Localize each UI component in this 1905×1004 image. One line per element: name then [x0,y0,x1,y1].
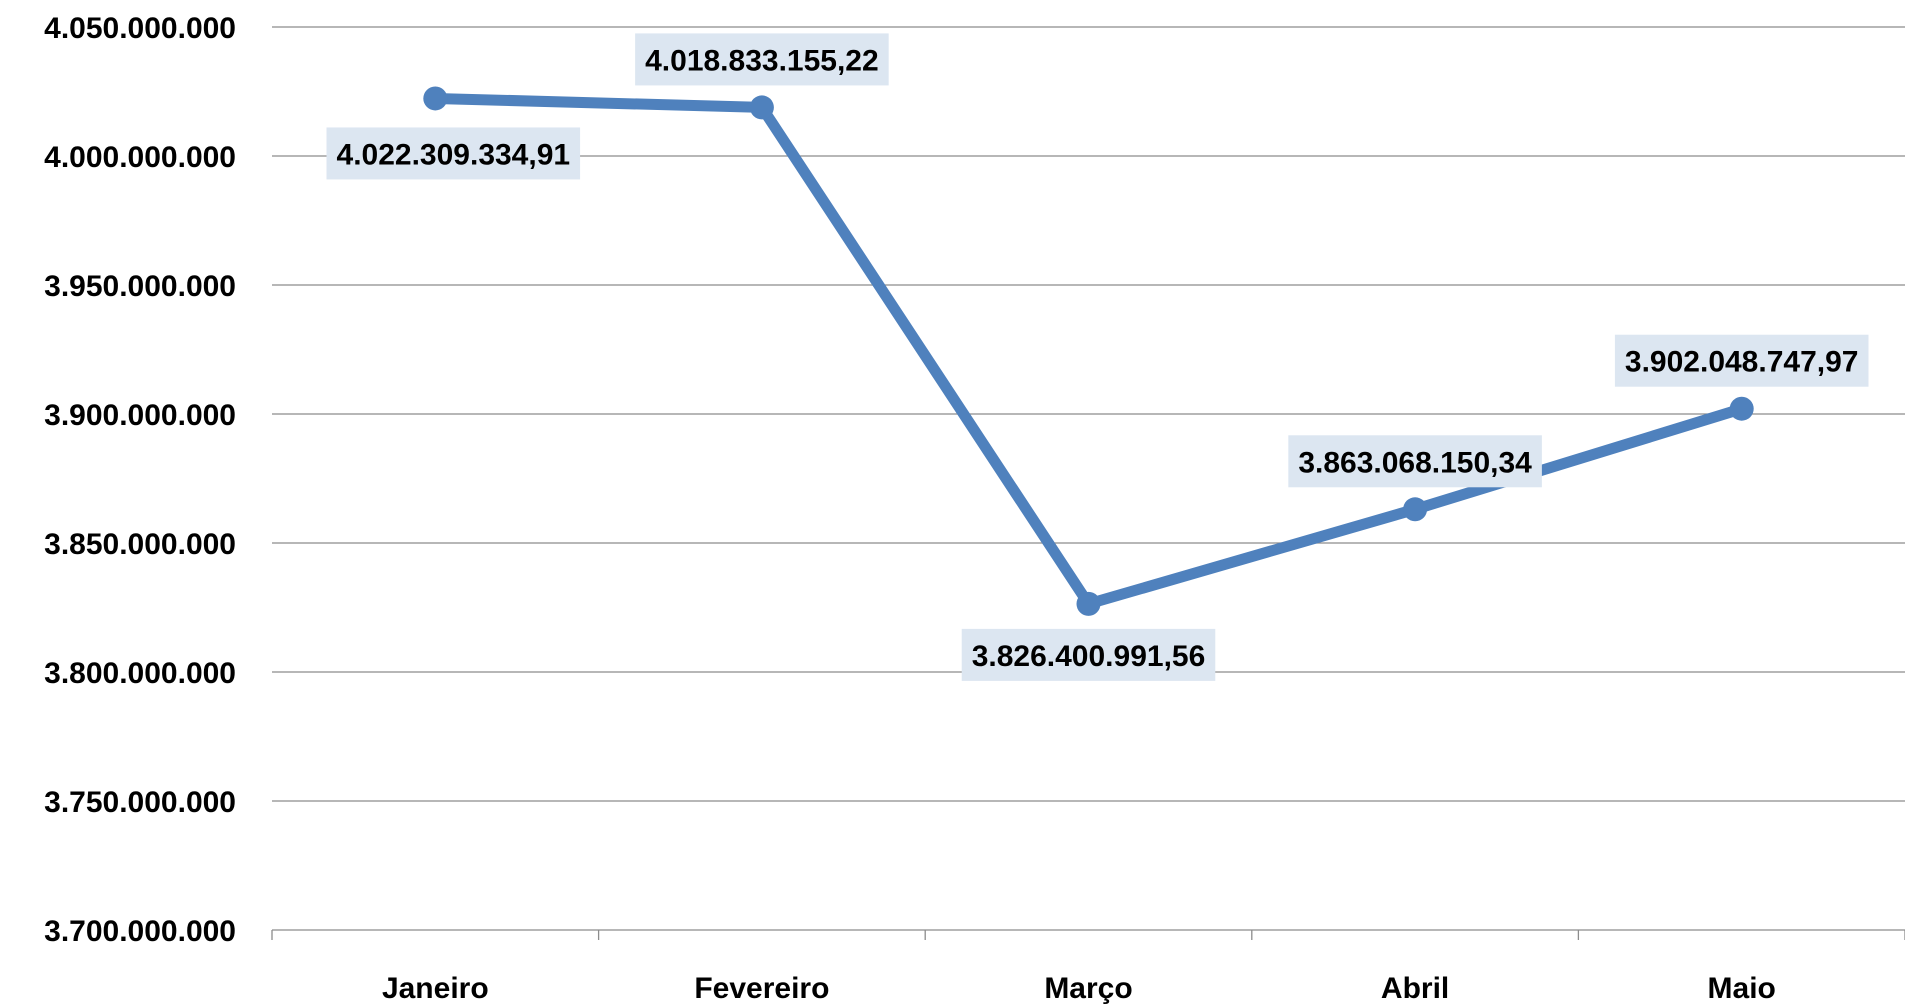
data-label-text: 3.902.048.747,97 [1625,346,1859,379]
y-tick-label: 4.000.000.000 [44,141,236,174]
x-axis [271,929,1905,940]
data-label-background [1614,334,1869,387]
data-point [423,86,448,111]
data-label: 3.826.400.991,56 [961,628,1216,681]
x-tick-label: Março [1044,972,1132,1004]
y-tick-label: 3.750.000.000 [44,786,236,819]
data-label-background [326,127,581,180]
data-label-text: 3.826.400.991,56 [972,640,1206,673]
data-point [1729,396,1754,421]
data-label: 3.902.048.747,97 [1614,334,1869,387]
y-tick-label: 4.050.000.000 [44,12,236,45]
y-tick-label: 3.950.000.000 [44,270,236,303]
data-labels: 4.022.309.334,91 4.018.833.155,22 3.826.40… [326,33,1869,681]
data-point [1403,497,1428,522]
data-point [1076,591,1101,616]
data-label-background [635,33,889,86]
data-label: 4.018.833.155,22 [635,33,889,86]
y-tick-label: 3.900.000.000 [44,399,236,432]
y-tick-label: 3.800.000.000 [44,657,236,690]
data-label-text: 4.018.833.155,22 [645,44,879,77]
series-line [429,92,1748,610]
data-label-background [1288,435,1542,488]
data-label-text: 3.863.068.150,34 [1298,446,1532,479]
y-axis-tick-labels: 3.700.000.000 3.750.000.000 3.800.000.000 3… [44,12,236,948]
data-point [749,95,774,120]
y-tick-label: 3.700.000.000 [44,915,236,948]
x-tick-label: Fevereiro [694,972,829,1004]
y-tick-label: 3.850.000.000 [44,528,236,561]
x-axis-tick-labels: Janeiro Fevereiro Março Abril Maio [382,972,1776,1004]
data-label: 4.022.309.334,91 [326,127,581,180]
series-line-layer [429,92,1748,610]
data-points [423,86,1754,616]
x-tick-label: Janeiro [382,972,489,1004]
data-label-background [961,628,1216,681]
x-tick-label: Abril [1381,972,1449,1004]
data-label: 3.863.068.150,34 [1288,435,1542,488]
x-tick-label: Maio [1708,972,1776,1004]
data-label-text: 4.022.309.334,91 [337,138,571,171]
